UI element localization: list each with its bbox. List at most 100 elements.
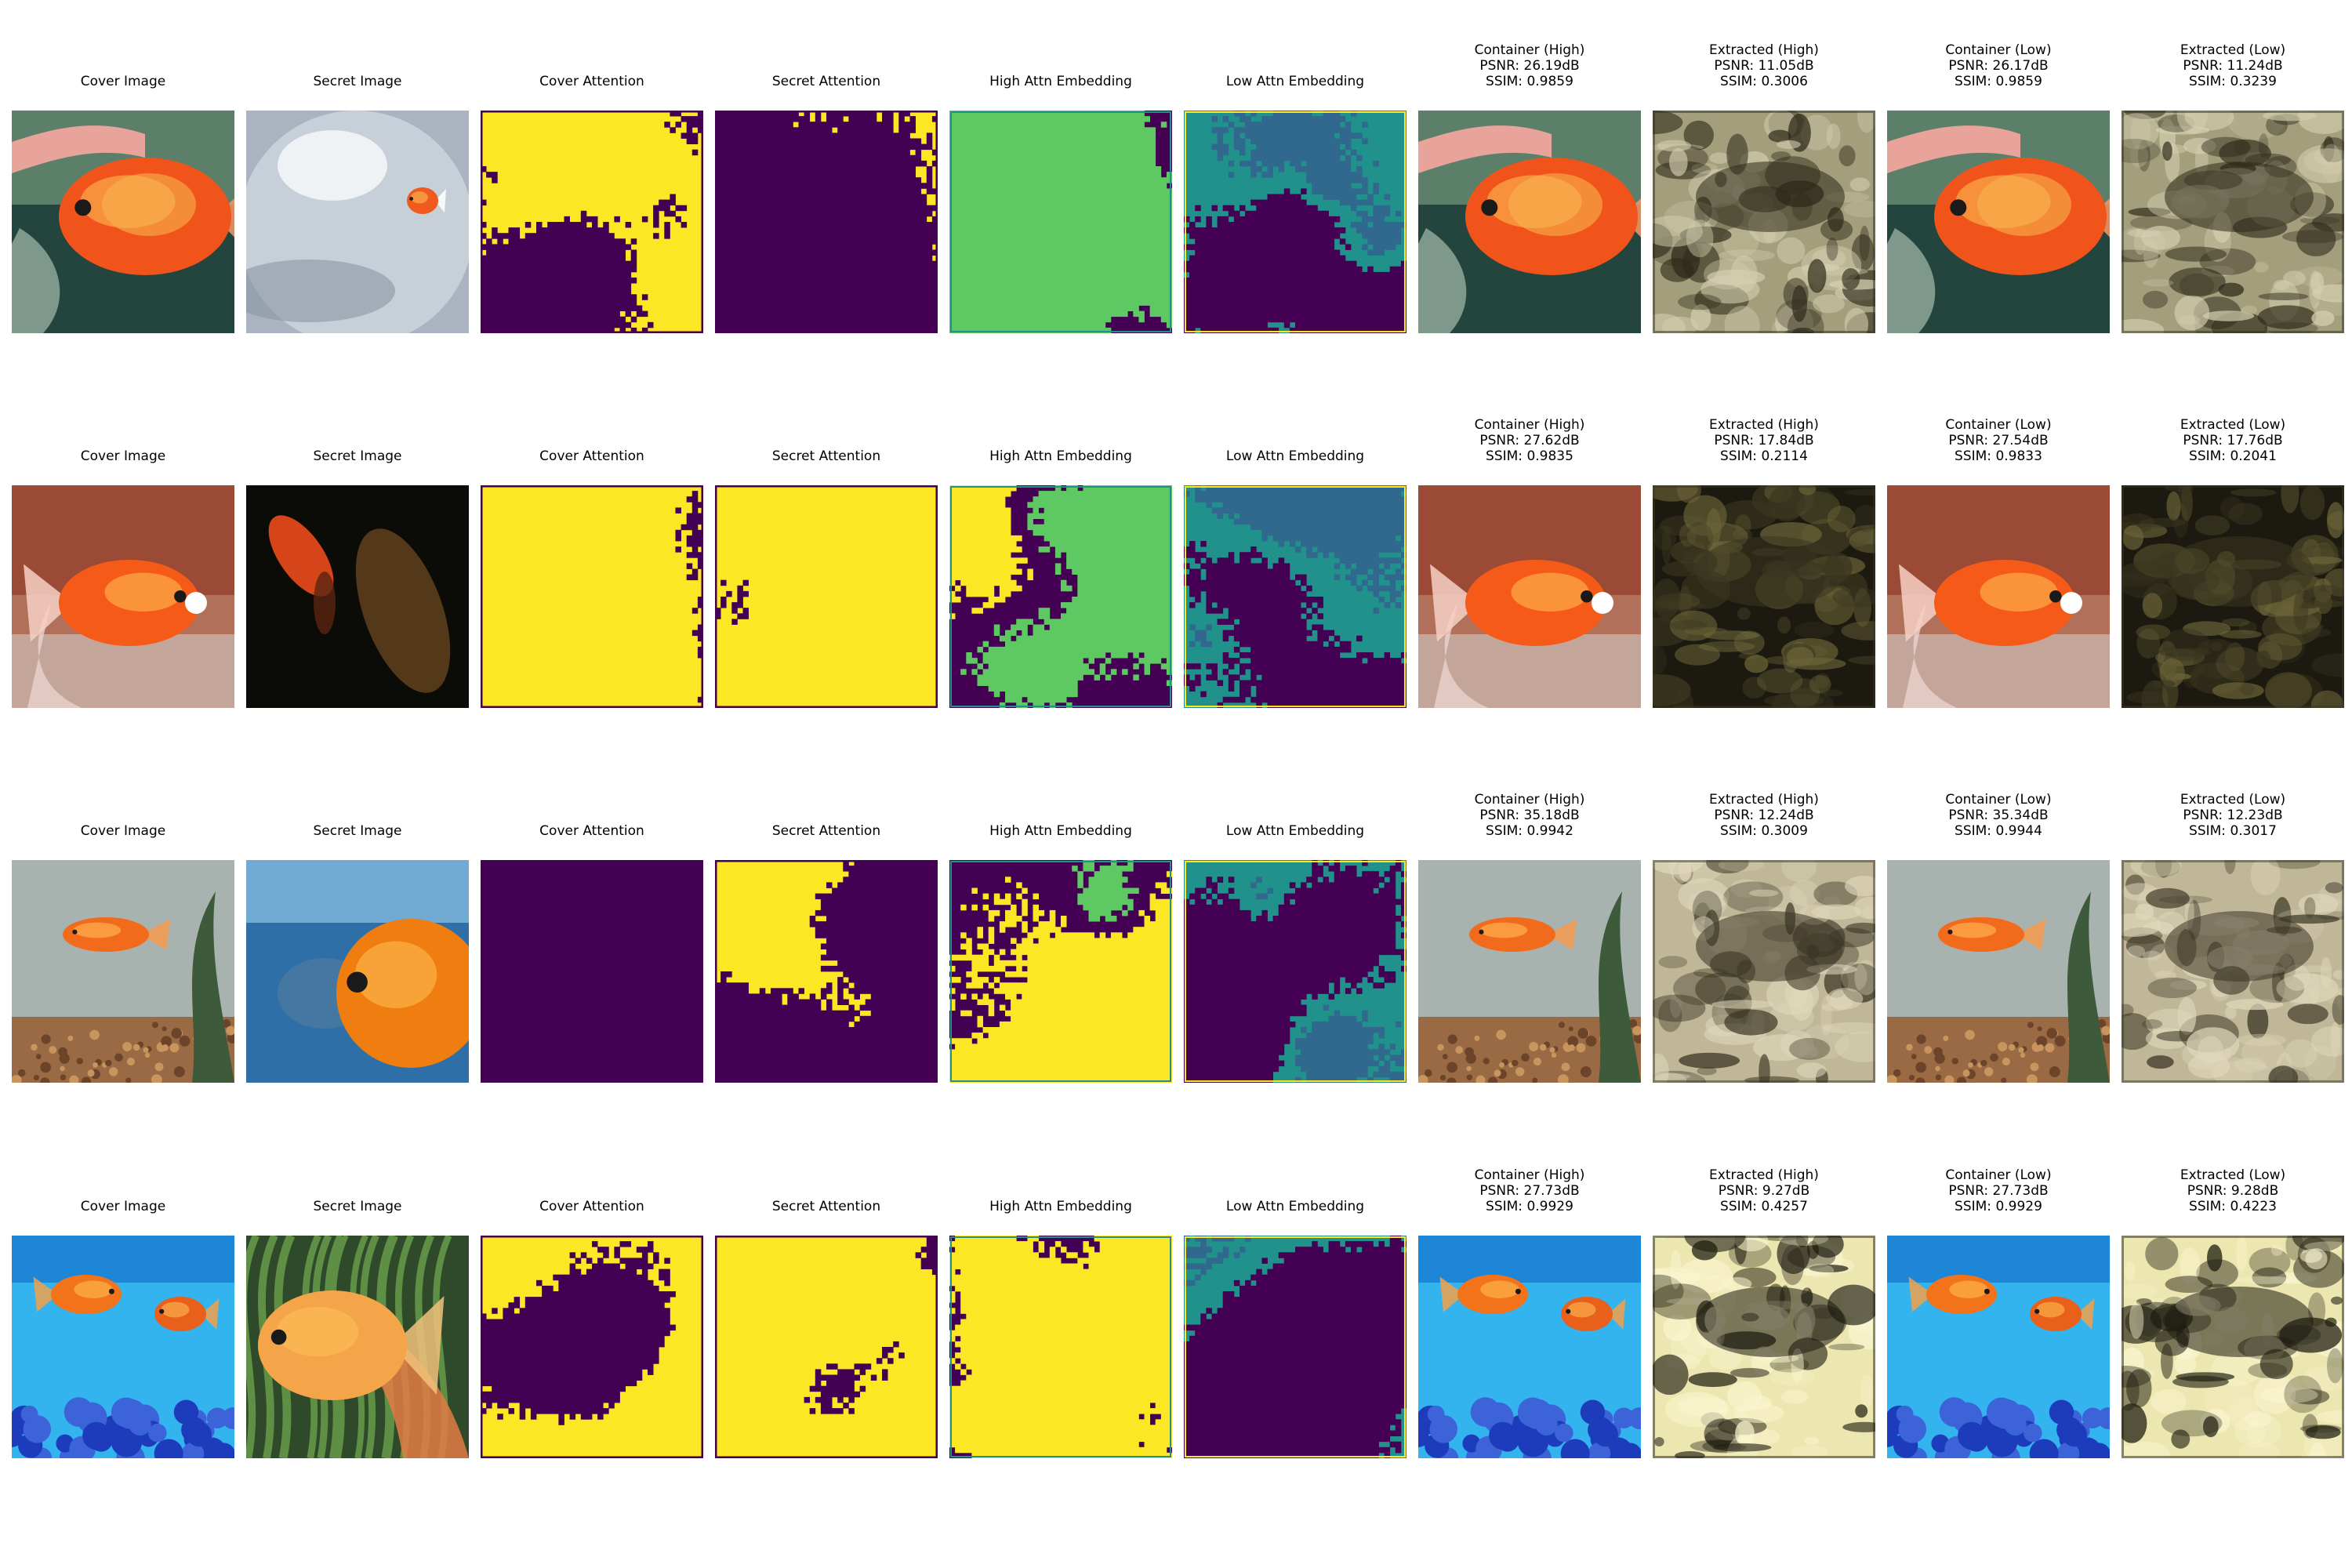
mask-cell <box>776 327 782 333</box>
embed-cell <box>1005 294 1011 300</box>
embed-cell <box>1283 216 1290 223</box>
mask-cell <box>893 132 899 139</box>
embed-cell <box>1351 305 1357 311</box>
embed-cell <box>999 177 1006 183</box>
embed-cell <box>960 160 967 167</box>
embed-cell <box>1077 233 1083 239</box>
embed-cell <box>1295 132 1301 139</box>
embed-cell <box>1005 116 1011 122</box>
embed-cell <box>1022 199 1028 206</box>
embed-cell <box>1099 233 1106 239</box>
mask-cell <box>809 222 816 228</box>
mask-cell <box>882 177 888 183</box>
mask-cell <box>776 143 782 151</box>
mask-cell <box>508 227 514 234</box>
mask-cell <box>832 283 838 289</box>
mask-cell <box>870 271 877 278</box>
mask-cell <box>726 249 732 256</box>
mask-cell <box>519 310 526 318</box>
mask-cell <box>569 271 576 278</box>
embed-cell <box>1127 116 1134 122</box>
embed-cell <box>988 305 995 311</box>
embed-cell <box>1362 183 1368 189</box>
embed-cell <box>1389 321 1396 328</box>
embed-cell <box>1301 127 1307 133</box>
embed-cell <box>1245 238 1251 245</box>
embed-cell <box>1278 160 1285 167</box>
embed-cell <box>1160 255 1167 262</box>
mask-cell <box>764 278 771 284</box>
embed-cell <box>1005 138 1011 144</box>
embed-cell <box>1323 244 1329 250</box>
embed-cell <box>1195 294 1201 300</box>
embed-cell <box>1011 177 1017 183</box>
embed-cell <box>1334 160 1341 167</box>
mask-cell <box>782 172 788 178</box>
embed-cell <box>1367 305 1374 311</box>
embed-cell <box>1261 138 1268 144</box>
embed-cell <box>1328 127 1335 133</box>
embed-cell <box>1149 260 1156 267</box>
mask-cell <box>832 299 838 306</box>
embed-cell <box>1373 299 1379 306</box>
embed-cell <box>1217 132 1224 139</box>
mask-cell <box>804 260 811 267</box>
mask-cell <box>809 294 816 300</box>
embed-cell <box>1133 249 1139 256</box>
embed-cell <box>988 111 995 117</box>
mask-cell <box>553 327 559 333</box>
embed-cell <box>1189 327 1196 333</box>
mask-cell <box>882 172 888 178</box>
embed-cell <box>977 249 983 256</box>
mask-cell <box>764 305 771 311</box>
mask-cell <box>915 183 922 189</box>
embed-cell <box>1160 310 1167 318</box>
mask-cell <box>748 233 755 239</box>
mask-cell <box>854 205 860 212</box>
embed-cell <box>1061 327 1067 333</box>
mask-cell <box>503 294 509 300</box>
mask-cell <box>748 260 755 267</box>
mask-cell <box>904 271 910 278</box>
mask-cell <box>909 116 916 122</box>
embed-cell <box>1105 266 1112 273</box>
embed-cell <box>988 233 995 239</box>
embed-cell <box>988 216 995 223</box>
mask-cell <box>691 122 699 128</box>
mask-cell <box>782 327 788 333</box>
embed-cell <box>1033 132 1039 139</box>
embed-cell <box>1116 205 1123 212</box>
mask-cell <box>887 132 894 139</box>
mask-cell <box>530 305 537 311</box>
mask-cell <box>931 222 938 228</box>
embed-cell <box>1378 327 1385 333</box>
embed-cell <box>1155 266 1162 273</box>
mask-cell <box>691 138 699 144</box>
embed-cell <box>1278 283 1285 289</box>
mask-cell <box>865 154 872 162</box>
mask-cell <box>771 216 777 223</box>
embed-cell <box>1289 132 1296 139</box>
mask-cell <box>854 166 860 172</box>
mask-cell <box>726 283 732 289</box>
embed-cell <box>1099 199 1106 206</box>
goldfish <box>24 560 200 646</box>
mask-cell <box>720 327 727 333</box>
embed-cell <box>1211 305 1218 311</box>
mask-cell <box>742 154 749 162</box>
mask-cell <box>787 122 793 128</box>
mask-cell <box>882 127 888 133</box>
mask-cell <box>759 132 766 139</box>
mask-cell <box>837 143 844 151</box>
mask-cell <box>898 271 905 278</box>
embed-cell <box>1351 271 1357 278</box>
embed-cell <box>1312 289 1318 295</box>
embed-cell <box>1272 149 1279 156</box>
embed-cell <box>988 177 995 183</box>
mask-cell <box>882 271 888 278</box>
texture-blob <box>1844 307 1869 333</box>
mask-cell <box>843 255 849 262</box>
mask-cell <box>893 222 899 228</box>
embed-cell <box>1066 316 1073 323</box>
embed-cell <box>1250 166 1257 172</box>
